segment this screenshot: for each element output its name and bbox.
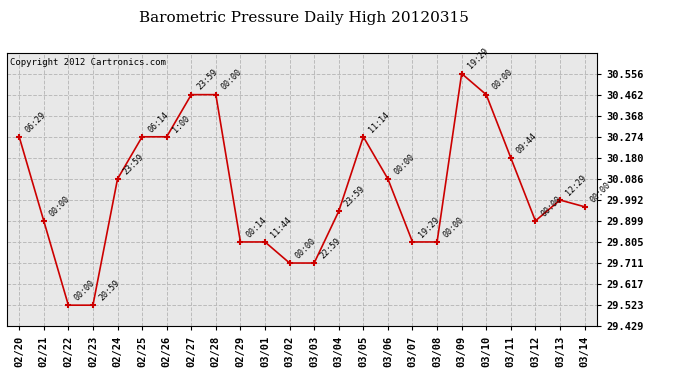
Text: 00:00: 00:00: [48, 194, 72, 218]
Text: 23:59: 23:59: [121, 152, 146, 176]
Text: 06:29: 06:29: [23, 110, 48, 134]
Text: 00:00: 00:00: [72, 278, 97, 302]
Text: 00:00: 00:00: [220, 68, 244, 92]
Text: 00:14: 00:14: [244, 215, 268, 239]
Text: 00:00: 00:00: [540, 194, 564, 218]
Text: 00:00: 00:00: [392, 152, 416, 176]
Text: 00:00: 00:00: [441, 215, 465, 239]
Text: 22:59: 22:59: [318, 236, 342, 260]
Text: Barometric Pressure Daily High 20120315: Barometric Pressure Daily High 20120315: [139, 11, 469, 25]
Text: Copyright 2012 Cartronics.com: Copyright 2012 Cartronics.com: [10, 58, 166, 67]
Text: 12:29: 12:29: [564, 173, 588, 197]
Text: 1:00: 1:00: [171, 114, 191, 134]
Text: 11:14: 11:14: [368, 110, 391, 134]
Text: 00:00: 00:00: [589, 180, 613, 204]
Text: 00:00: 00:00: [491, 68, 515, 92]
Text: 23:59: 23:59: [195, 68, 219, 92]
Text: 06:14: 06:14: [146, 110, 170, 134]
Text: 23:59: 23:59: [343, 184, 367, 209]
Text: 20:59: 20:59: [97, 278, 121, 302]
Text: 11:44: 11:44: [269, 215, 293, 239]
Text: 09:44: 09:44: [515, 131, 539, 155]
Text: 19:29: 19:29: [417, 215, 441, 239]
Text: 19:29: 19:29: [466, 47, 490, 71]
Text: 00:00: 00:00: [294, 236, 318, 260]
